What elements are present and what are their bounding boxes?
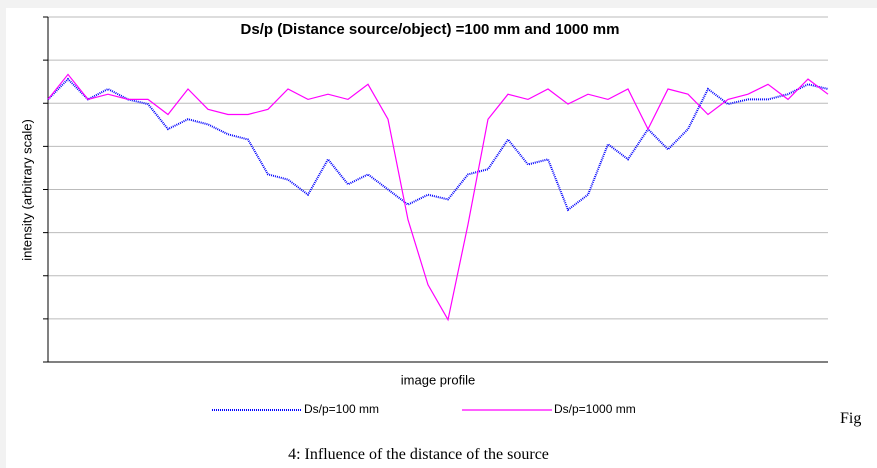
- legend-label: Ds/p=1000 mm: [554, 402, 636, 416]
- plot: [47, 73, 829, 322]
- y-axis-label: intensity (arbitrary scale): [19, 119, 34, 261]
- left-band: [0, 8, 6, 468]
- chart-title: Ds/p (Distance source/object) =100 mm an…: [241, 21, 620, 38]
- caption-line2: 4: Influence of the distance of the sour…: [288, 446, 549, 463]
- grid: [43, 16, 828, 363]
- series-line: [47, 77, 829, 212]
- legend: Ds/p=100 mm Ds/p=1000 mm: [212, 402, 636, 416]
- caption-line1: Fig: [840, 410, 862, 427]
- top-band: [0, 0, 877, 8]
- chart-background: [8, 8, 860, 428]
- series-line: [47, 73, 829, 322]
- x-axis-label: image profile: [401, 372, 475, 387]
- legend-label: Ds/p=100 mm: [304, 402, 379, 416]
